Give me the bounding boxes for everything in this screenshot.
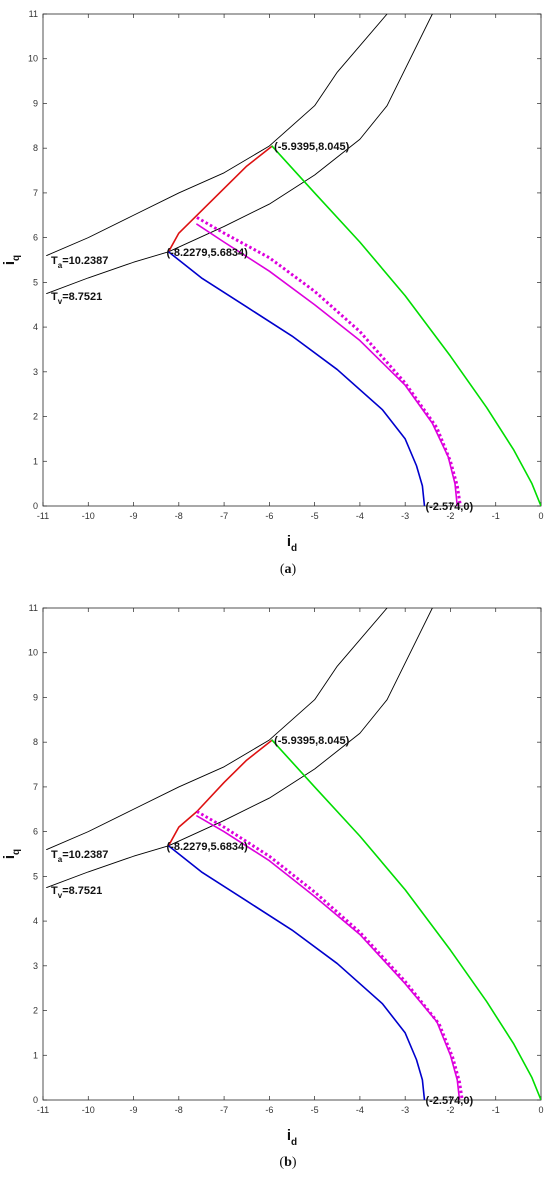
annotation-point-top: (-5.9395,8.045): [274, 141, 350, 153]
x-tick-label: -10: [82, 511, 95, 521]
y-tick-label: 5: [33, 277, 38, 287]
x-axis-label: id: [287, 533, 297, 554]
y-tick-label: 6: [33, 233, 38, 243]
series-green-curve: [271, 145, 541, 506]
series-magenta-solid: [196, 815, 461, 1100]
y-tick-label: 2: [33, 1006, 38, 1016]
y-tick-label: 1: [33, 456, 38, 466]
chart-panel-a: -11 -10 -9 -8 -7 -6 -5 -4 -3 -2 -1 001234567891011T…: [1, 9, 544, 577]
y-axis-label: iq: [1, 849, 22, 859]
series-ta-curve: [46, 14, 388, 256]
series-magenta-dotted: [196, 216, 462, 506]
y-tick-label: 6: [33, 827, 38, 837]
x-tick-label: -3: [401, 1105, 409, 1115]
y-tick-label: 7: [33, 188, 38, 198]
x-axis-label: id: [287, 1127, 297, 1148]
y-tick-label: 2: [33, 412, 38, 422]
y-tick-label: 3: [33, 367, 38, 377]
x-tick-label: -9: [130, 1105, 138, 1115]
y-axis-label: iq: [1, 255, 22, 265]
annotation-ta-label: Ta=10.2387: [51, 255, 108, 270]
y-tick-label: 0: [33, 1095, 38, 1105]
x-tick-label: -8: [175, 511, 183, 521]
annotation-point-top: (-5.9395,8.045): [274, 735, 350, 747]
y-tick-label: 5: [33, 871, 38, 881]
y-tick-label: 7: [33, 782, 38, 792]
x-tick-label: -2: [446, 1105, 454, 1115]
x-tick-label: -6: [265, 1105, 273, 1115]
y-tick-label: 1: [33, 1050, 38, 1060]
y-tick-label: 9: [33, 98, 38, 108]
y-tick-label: 10: [28, 54, 38, 64]
x-tick-label: -5: [311, 1105, 319, 1115]
y-tick-label: 3: [33, 961, 38, 971]
y-tick-label: 10: [28, 648, 38, 658]
y-tick-label: 4: [33, 916, 38, 926]
y-tick-label: 4: [33, 322, 38, 332]
plot-frame: [42, 607, 542, 1101]
series-red-curve: [167, 739, 273, 847]
annotation-tv-label: Tv=8.7521: [51, 291, 102, 306]
x-tick-label: -5: [311, 511, 319, 521]
plot-frame: [42, 13, 542, 507]
annotation-point-mid: (-8.2279,5.6834): [167, 841, 249, 853]
annotation-ta-label: Ta=10.2387: [51, 849, 108, 864]
x-tick-label: -11: [37, 511, 49, 521]
series-ta-curve: [46, 608, 388, 850]
annotation-point-bottom: (-2.574,0): [425, 501, 473, 513]
figure-caption: (a): [280, 562, 297, 577]
series-magenta-solid: [196, 223, 459, 506]
series-tv-curve: [46, 14, 433, 294]
series-green-curve: [271, 739, 541, 1100]
x-tick-label: -3: [401, 511, 409, 521]
series-blue-curve: [167, 844, 426, 1100]
x-tick-label: -10: [82, 1105, 95, 1115]
y-tick-label: 8: [33, 143, 38, 153]
y-tick-label: 9: [33, 692, 38, 702]
y-tick-label: 11: [29, 9, 38, 19]
x-tick-label: -1: [492, 1105, 500, 1115]
annotation-tv-label: Tv=8.7521: [51, 885, 102, 900]
x-tick-label: -4: [356, 1105, 364, 1115]
x-tick-label: -11: [37, 1105, 49, 1115]
series-magenta-dotted: [196, 810, 464, 1100]
series-group: [46, 14, 541, 506]
x-tick-label: 0: [538, 1105, 543, 1115]
x-tick-label: -7: [220, 1105, 228, 1115]
y-tick-label: 11: [29, 603, 38, 613]
x-tick-label: -9: [130, 511, 138, 521]
y-tick-label: 8: [33, 737, 38, 747]
x-tick-label: -4: [356, 511, 364, 521]
annotation-point-mid: (-8.2279,5.6834): [167, 247, 249, 259]
x-tick-label: -2: [446, 511, 454, 521]
x-tick-label: 0: [538, 511, 543, 521]
figure-caption: (b): [279, 1155, 296, 1170]
chart-panel-b: -11 -10 -9 -8 -7 -6 -5 -4 -3 -2 -1 001234567891011T…: [1, 603, 544, 1170]
x-tick-label: -8: [175, 1105, 183, 1115]
series-tv-curve: [46, 608, 433, 888]
annotation-point-bottom: (-2.574,0): [425, 1095, 473, 1107]
series-blue-curve: [167, 251, 426, 506]
x-tick-label: -6: [265, 511, 273, 521]
series-group: [46, 608, 541, 1100]
y-tick-label: 0: [33, 501, 38, 511]
x-tick-label: -7: [220, 511, 228, 521]
series-red-curve: [167, 145, 273, 253]
x-tick-label: -1: [492, 511, 500, 521]
